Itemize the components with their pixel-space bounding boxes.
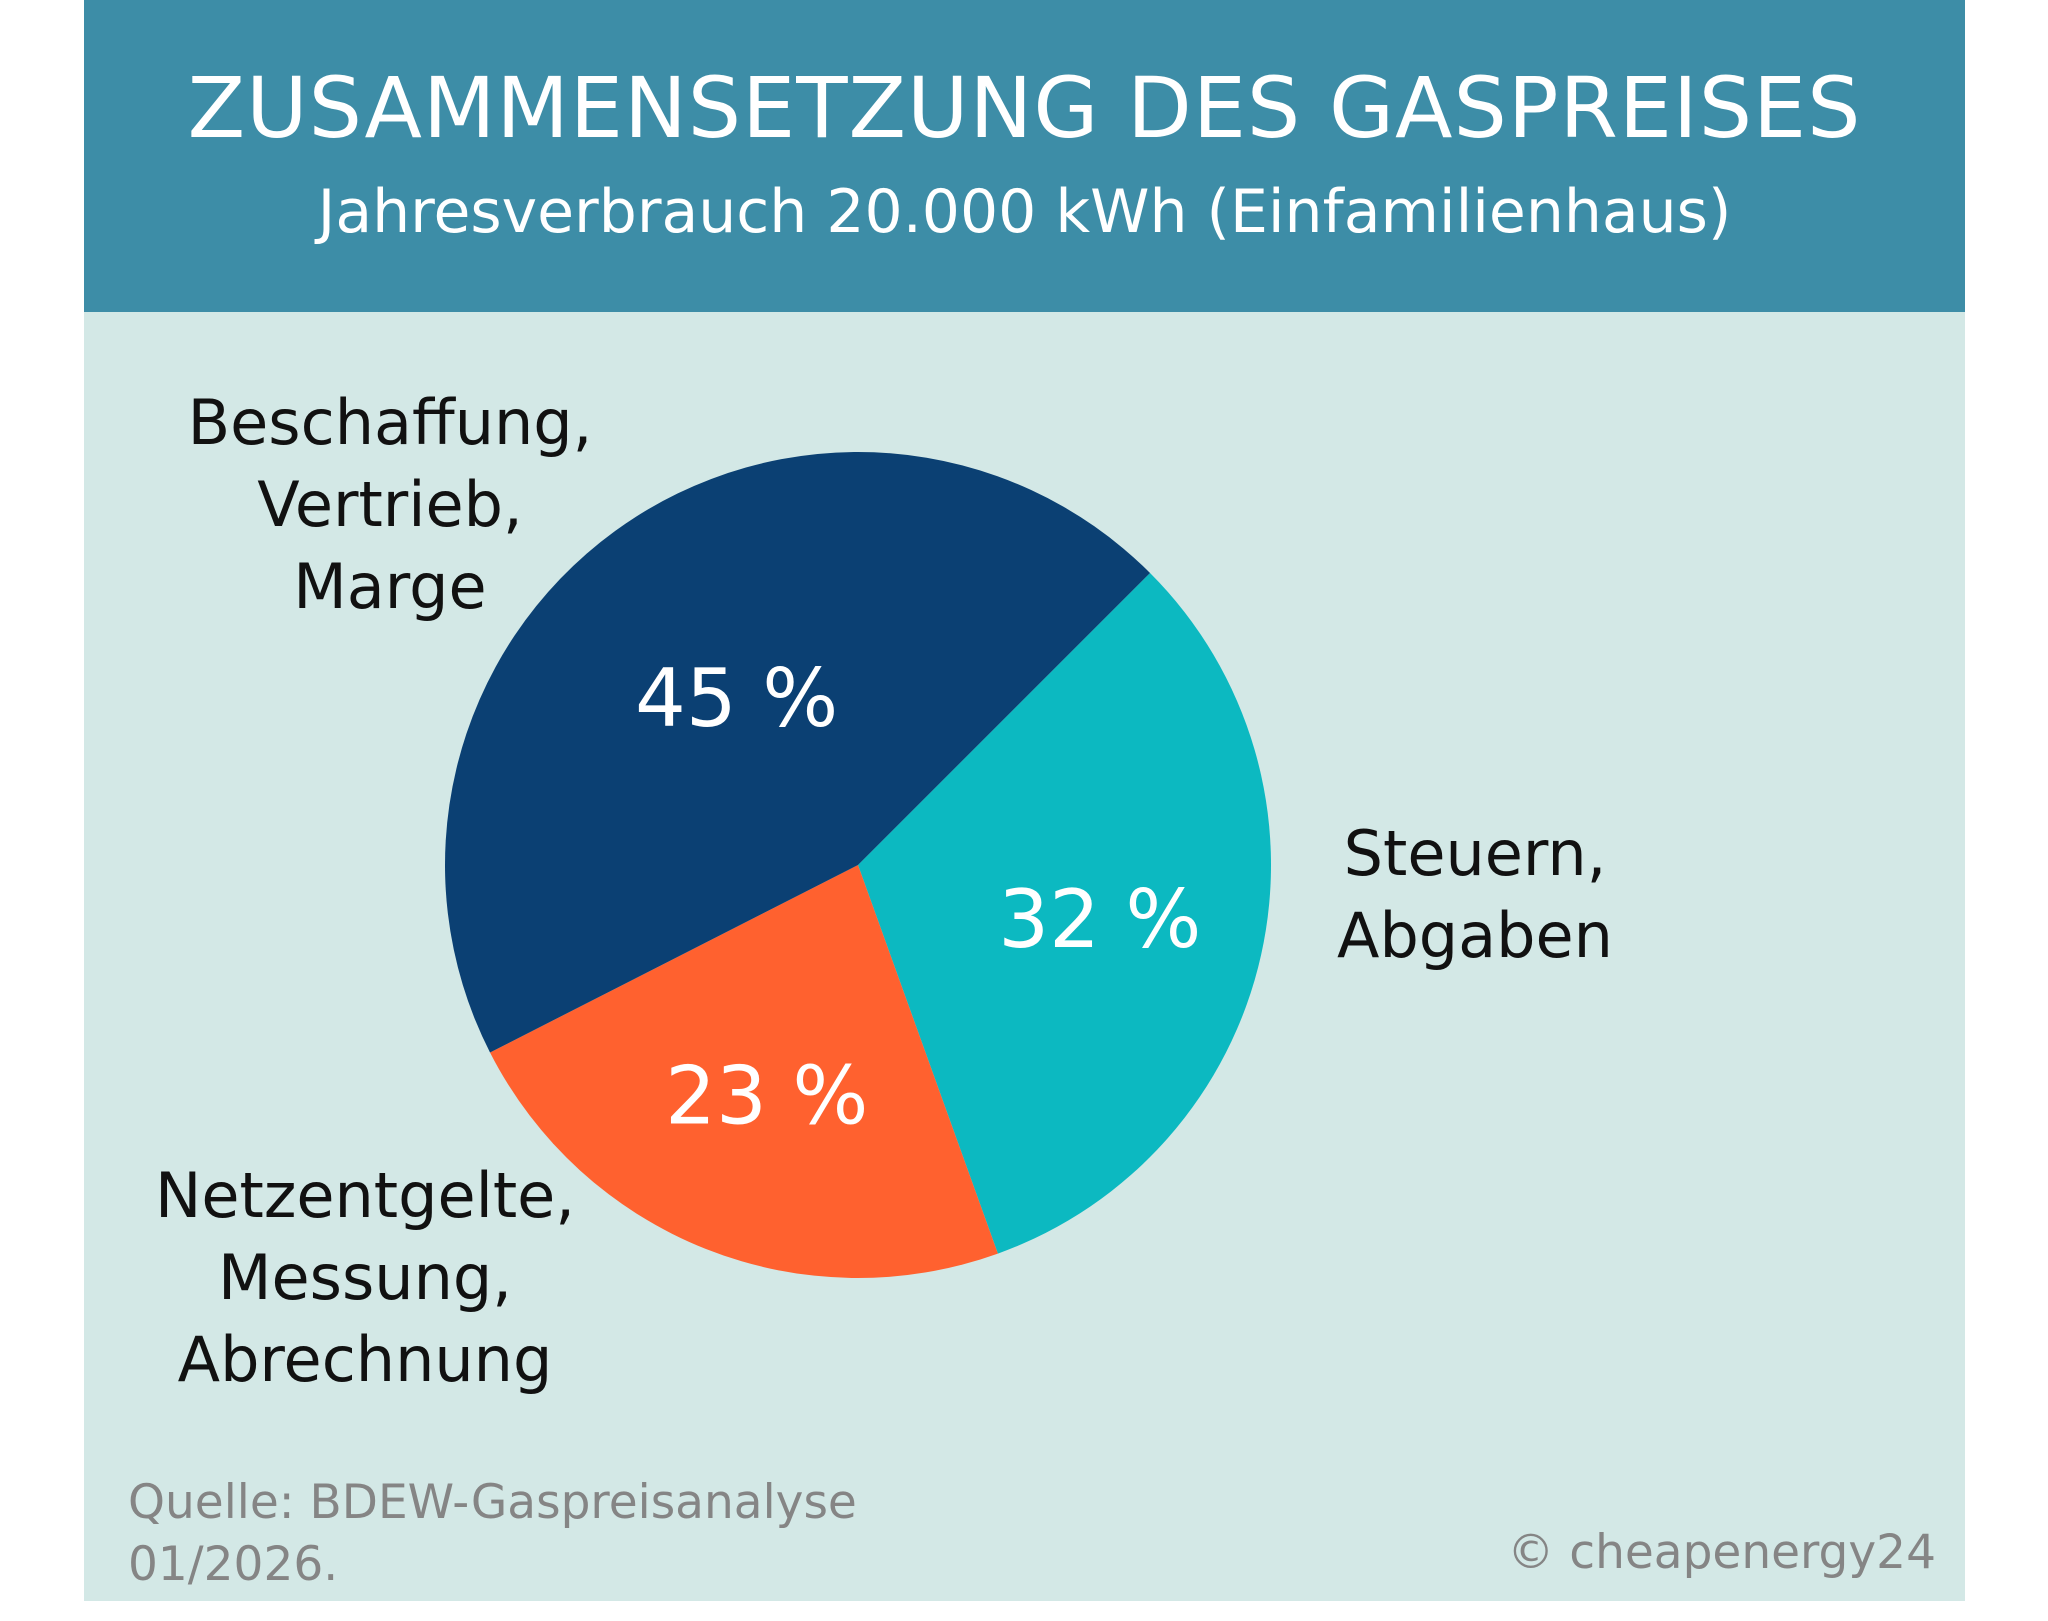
slice-value-label: 32 % [998, 873, 1201, 966]
pie-slice [445, 451, 1151, 1053]
chart-subtitle: Jahresverbrauch 20.000 kWh (Einfamilienh… [317, 177, 1732, 247]
slice-label-steuern: Steuern, Abgaben [1300, 813, 1650, 977]
label-line: Abrechnung [177, 1323, 553, 1396]
copyright: © cheapenergy24 [1507, 1525, 1936, 1580]
slice-value-label: 45 % [635, 652, 838, 745]
label-line: Steuern, [1343, 817, 1607, 890]
source-line: Quelle: BDEW-Gaspreisanalyse [128, 1475, 857, 1530]
label-line: Abgaben [1337, 899, 1613, 972]
label-line: Vertrieb, [257, 468, 523, 541]
pie-slice [858, 572, 1271, 1254]
slice-label-netzentgelte: Netzentgelte, Messung, Abrechnung [120, 1155, 610, 1401]
label-line: Marge [293, 550, 487, 623]
label-line: Messung, [218, 1241, 512, 1314]
pie-slice [490, 865, 998, 1279]
slice-label-beschaffung: Beschaffung, Vertrieb, Marge [140, 382, 640, 628]
label-line: Beschaffung, [187, 386, 593, 459]
slice-value-label: 23 % [665, 1049, 868, 1142]
header-banner [84, 0, 1965, 312]
source-note: Quelle: BDEW-Gaspreisanalyse 01/2026. [128, 1472, 857, 1596]
label-line: Netzentgelte, [154, 1159, 575, 1232]
chart-title: ZUSAMMENSETZUNG DES GASPREISES [187, 59, 1862, 157]
source-date: 01/2026. [128, 1537, 339, 1592]
